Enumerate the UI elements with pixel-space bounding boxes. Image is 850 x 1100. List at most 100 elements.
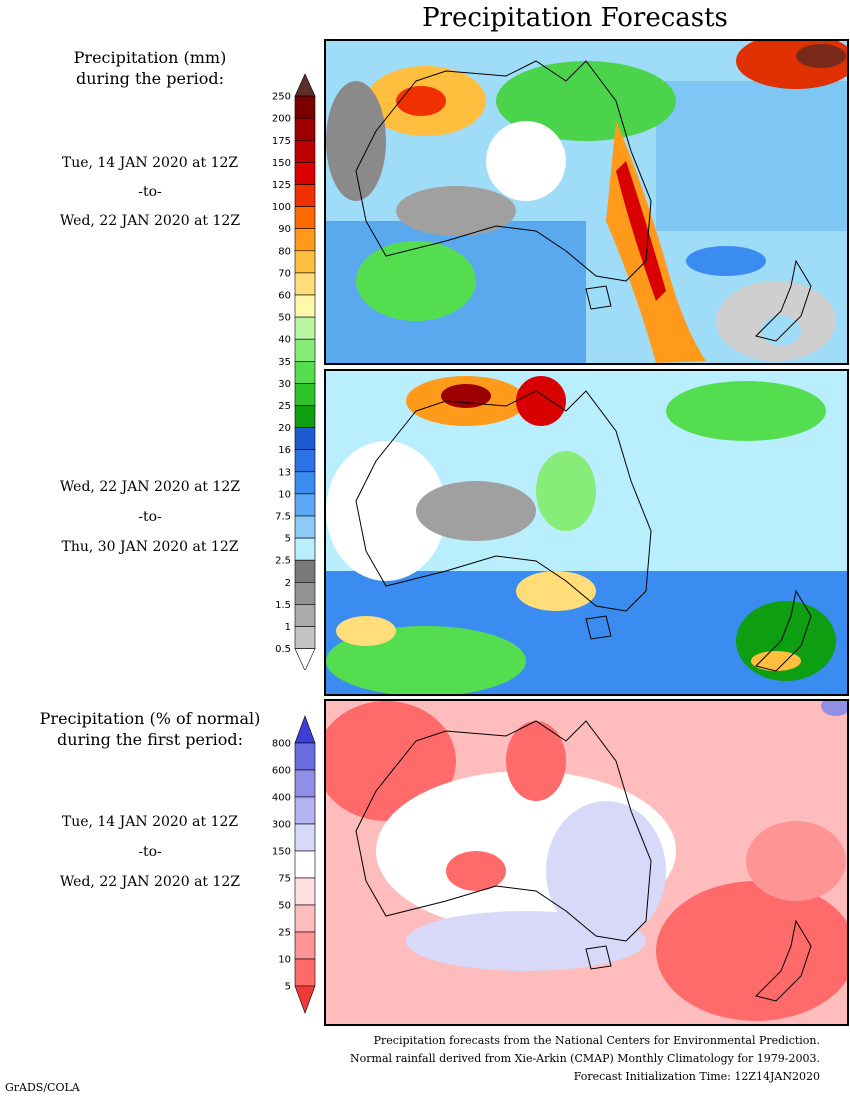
amount-colorbar-swatch [294, 383, 316, 406]
period2-end: Thu, 30 JAN 2020 at 12Z [61, 539, 239, 555]
percent-heading-line2: during the first period: [56, 730, 244, 749]
amount-colorbar-label: 16 [278, 445, 291, 456]
amount-colorbar-swatch [294, 493, 316, 517]
amount-colorbar-label: 30 [278, 379, 291, 390]
amount-colorbar-label: 35 [278, 357, 291, 368]
period2-start: Wed, 22 JAN 2020 at 12Z [59, 479, 241, 495]
amount-colorbar-swatch [294, 449, 316, 473]
amount-colorbar-label: 200 [272, 114, 291, 125]
percent-colorbar-label: 300 [272, 820, 291, 831]
amount-colorbar-swatch [294, 581, 316, 605]
period2-separator: -to- [138, 509, 162, 525]
amount-colorbar-swatch [294, 604, 316, 627]
amount-colorbar-label: 5 [285, 534, 291, 545]
amount-colorbar-label: 1 [285, 622, 291, 633]
credit: GrADS/COLA [5, 1081, 80, 1094]
amount-colorbar-label: 80 [278, 246, 291, 257]
amount-colorbar-label: 7.5 [275, 512, 291, 523]
amount-colorbar-label: 90 [278, 224, 291, 235]
period3-start: Tue, 14 JAN 2020 at 12Z [61, 814, 239, 830]
percent-heading: Precipitation (% of normal) during the f… [20, 708, 280, 750]
amount-heading-line1: Precipitation (mm) [73, 48, 227, 67]
percent-heading-line1: Precipitation (% of normal) [39, 709, 261, 728]
amount-colorbar-swatch [294, 117, 316, 141]
amount-colorbar-label: 25 [278, 401, 291, 412]
amount-colorbar-swatch [294, 95, 316, 119]
amount-colorbar-swatch [294, 360, 316, 384]
percent-colorbar-top-arrow [294, 715, 316, 744]
amount-colorbar-swatch [294, 405, 316, 428]
amount-colorbar-swatch [294, 316, 316, 340]
amount-colorbar-swatch [294, 162, 316, 185]
percent-colorbar-label: 400 [272, 793, 291, 804]
period3-end: Wed, 22 JAN 2020 at 12Z [59, 874, 241, 890]
amount-colorbar-label: 125 [272, 180, 291, 191]
amount-colorbar-swatch [294, 140, 316, 163]
amount-colorbar-swatch [294, 294, 316, 318]
percent-colorbar-bottom-arrow [294, 985, 316, 1014]
percent-colorbar-swatch [294, 850, 316, 879]
amount-colorbar-label: 2 [285, 578, 291, 589]
amount-colorbar-swatch [294, 250, 316, 274]
amount-colorbar-swatch [294, 184, 316, 207]
percent-colorbar-label: 800 [272, 739, 291, 750]
amount-colorbar-swatch [294, 272, 316, 296]
forecast-map-period2 [324, 369, 849, 696]
amount-colorbar-swatch [294, 471, 316, 495]
percent-colorbar-swatch [294, 742, 316, 771]
amount-colorbar-top-arrow [294, 73, 316, 97]
amount-colorbar-swatch [294, 537, 316, 561]
amount-colorbar-label: 2.5 [275, 556, 291, 567]
percent-colorbar-label: 150 [272, 847, 291, 858]
percent-colorbar-label: 25 [278, 928, 291, 939]
amount-colorbar-label: 175 [272, 136, 291, 147]
amount-colorbar-swatch [294, 515, 316, 539]
amount-colorbar-swatch [294, 559, 316, 583]
percent-colorbar-swatch [294, 904, 316, 933]
amount-colorbar-label: 70 [278, 268, 291, 279]
percent-colorbar-label: 5 [285, 982, 291, 993]
amount-colorbar-label: 0.5 [275, 644, 291, 655]
percent-colorbar: 800 600 400 300 150 75 50 25 10 5 [272, 715, 316, 1014]
forecast-map-period1 [324, 39, 849, 365]
amount-colorbar-label: 250 [272, 92, 291, 103]
amount-colorbar-bottom-arrow [294, 648, 316, 670]
amount-heading: Precipitation (mm) during the period: [20, 47, 280, 89]
amount-colorbar-label: 10 [278, 489, 291, 500]
period1-start: Tue, 14 JAN 2020 at 12Z [61, 155, 239, 171]
amount-colorbar-label: 100 [272, 202, 291, 213]
period3-separator: -to- [138, 844, 162, 860]
period1-end: Wed, 22 JAN 2020 at 12Z [59, 213, 241, 229]
amount-colorbar-swatch [294, 228, 316, 252]
page-title: Precipitation Forecasts [422, 3, 728, 33]
amount-colorbar-label: 13 [278, 467, 291, 478]
amount-heading-line2: during the period: [76, 69, 224, 88]
amount-colorbar-label: 50 [278, 313, 291, 324]
percent-colorbar-label: 75 [278, 874, 291, 885]
percent-colorbar-swatch [294, 769, 316, 798]
percent-of-normal-map [324, 699, 849, 1026]
percent-colorbar-label: 600 [272, 766, 291, 777]
amount-colorbar-label: 150 [272, 158, 291, 169]
amount-colorbar-label: 20 [278, 423, 291, 434]
amount-colorbar: 2502001751501251009080706050403530252016… [272, 73, 316, 670]
footer-line2: Normal rainfall derived from Xie-Arkin (… [350, 1052, 820, 1065]
percent-colorbar-swatch [294, 823, 316, 852]
footer-line3: Forecast Initialization Time: 12Z14JAN20… [573, 1070, 820, 1083]
amount-colorbar-label: 1.5 [275, 600, 291, 611]
percent-colorbar-swatch [294, 958, 316, 987]
footer: Precipitation forecasts from the Nationa… [350, 1032, 820, 1086]
footer-line1: Precipitation forecasts from the Nationa… [373, 1034, 820, 1047]
percent-colorbar-label: 10 [278, 955, 291, 966]
amount-colorbar-swatch [294, 626, 316, 649]
period1-separator: -to- [138, 184, 162, 200]
amount-colorbar-swatch [294, 206, 316, 230]
percent-colorbar-swatch [294, 796, 316, 825]
amount-colorbar-label: 40 [278, 335, 291, 346]
percent-colorbar-label: 50 [278, 901, 291, 912]
percent-colorbar-swatch [294, 931, 316, 960]
amount-colorbar-swatch [294, 427, 316, 451]
amount-colorbar-swatch [294, 338, 316, 362]
percent-colorbar-swatch [294, 877, 316, 906]
amount-colorbar-label: 60 [278, 291, 291, 302]
